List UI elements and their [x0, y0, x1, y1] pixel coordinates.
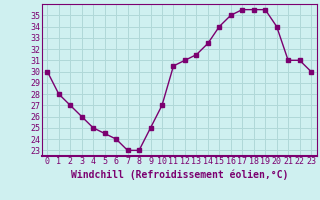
X-axis label: Windchill (Refroidissement éolien,°C): Windchill (Refroidissement éolien,°C) — [70, 169, 288, 180]
